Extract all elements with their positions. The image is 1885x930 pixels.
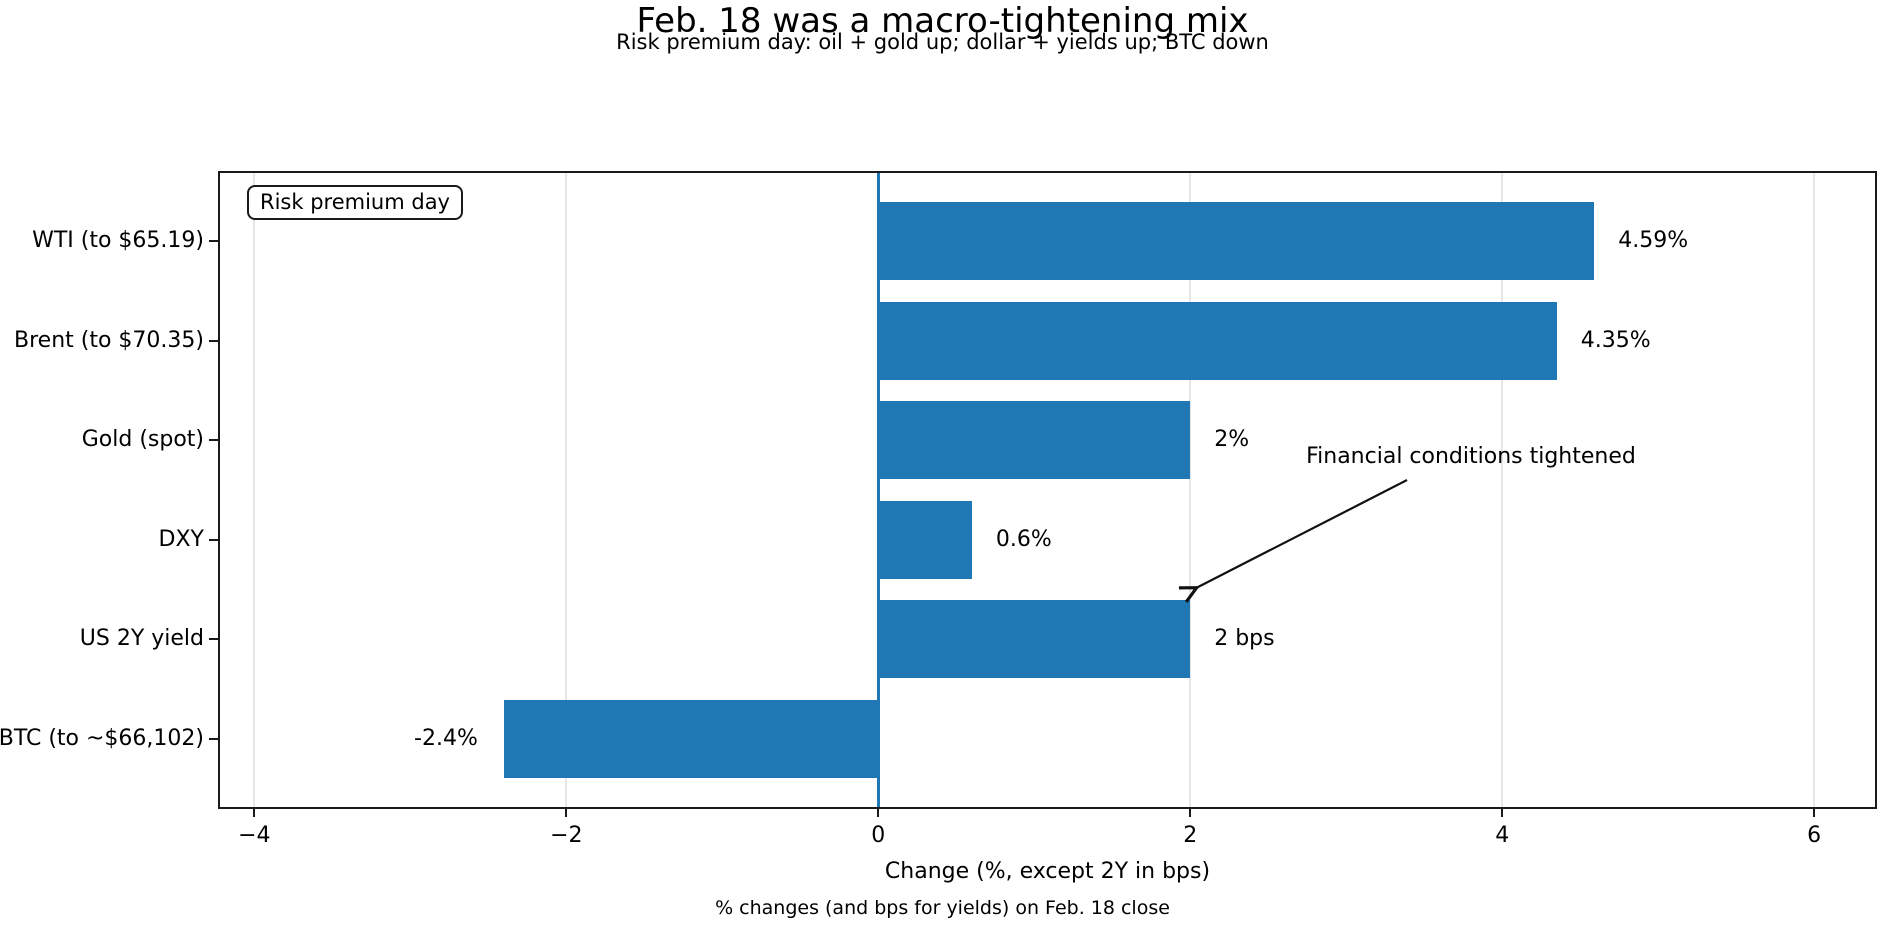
- gridline: [1189, 173, 1192, 807]
- x-axis-label: Change (%, except 2Y in bps): [884, 859, 1211, 884]
- x-tick-mark: [1501, 808, 1504, 817]
- chart-title: Feb. 18 was a macro-tightening mix: [636, 1, 1249, 41]
- x-tick-mark: [877, 808, 880, 817]
- x-tick-label: −2: [550, 823, 583, 848]
- y-tick-mark: [209, 638, 218, 641]
- x-tick-label: 6: [1807, 823, 1822, 848]
- gridline: [565, 173, 568, 807]
- gridline: [253, 173, 256, 807]
- bar-2: [878, 401, 1191, 480]
- gridline: [1813, 173, 1816, 807]
- y-tick-mark: [209, 240, 218, 242]
- legend-box: Risk premium day: [247, 185, 463, 220]
- y-tick-mark: [209, 339, 218, 342]
- gridline: [1501, 173, 1504, 807]
- y-tick-mark: [209, 439, 218, 442]
- bar-0: [878, 202, 1595, 280]
- bar-3: [878, 500, 972, 579]
- x-tick-label: 0: [871, 823, 886, 848]
- annotation-text: Financial conditions tightened: [1306, 444, 1636, 470]
- x-tick-mark: [565, 808, 568, 817]
- value-label: -2.4%: [414, 726, 478, 751]
- legend-label: Risk premium day: [260, 190, 450, 214]
- chart-subtitle: Risk premium day: oil + gold up; dollar …: [616, 30, 1269, 54]
- bar-1: [878, 301, 1557, 380]
- annotation-arrow: [220, 479, 1408, 807]
- bar-4: [878, 600, 1191, 679]
- category-label: US 2Y yield: [79, 626, 204, 652]
- x-tick-label: −4: [238, 823, 271, 848]
- footnote: % changes (and bps for yields) on Feb. 1…: [715, 897, 1170, 919]
- value-label: 0.6%: [995, 526, 1052, 552]
- plot-area: Risk premium day Financial conditions ti…: [0, 171, 1877, 884]
- value-label: 4.35%: [1580, 327, 1651, 353]
- value-label: 4.59%: [1618, 228, 1689, 253]
- x-tick-mark: [1189, 808, 1192, 817]
- x-tick-label: 4: [1495, 823, 1510, 848]
- value-label: 2 bps: [1214, 626, 1275, 652]
- zero-line: [876, 173, 880, 807]
- category-label: DXY: [158, 526, 204, 552]
- x-tick-mark: [1813, 808, 1816, 817]
- category-label: Gold (spot): [81, 427, 204, 453]
- category-label: BTC (to ~$66,102): [0, 726, 204, 751]
- x-tick-mark: [253, 808, 256, 817]
- y-tick-mark: [209, 538, 218, 541]
- y-tick-mark: [209, 738, 218, 740]
- x-tick-label: 2: [1183, 823, 1198, 848]
- category-label: WTI (to $65.19): [32, 228, 204, 253]
- bar-5: [503, 700, 879, 778]
- category-label: Brent (to $70.35): [14, 327, 204, 353]
- value-label: 2%: [1214, 427, 1250, 453]
